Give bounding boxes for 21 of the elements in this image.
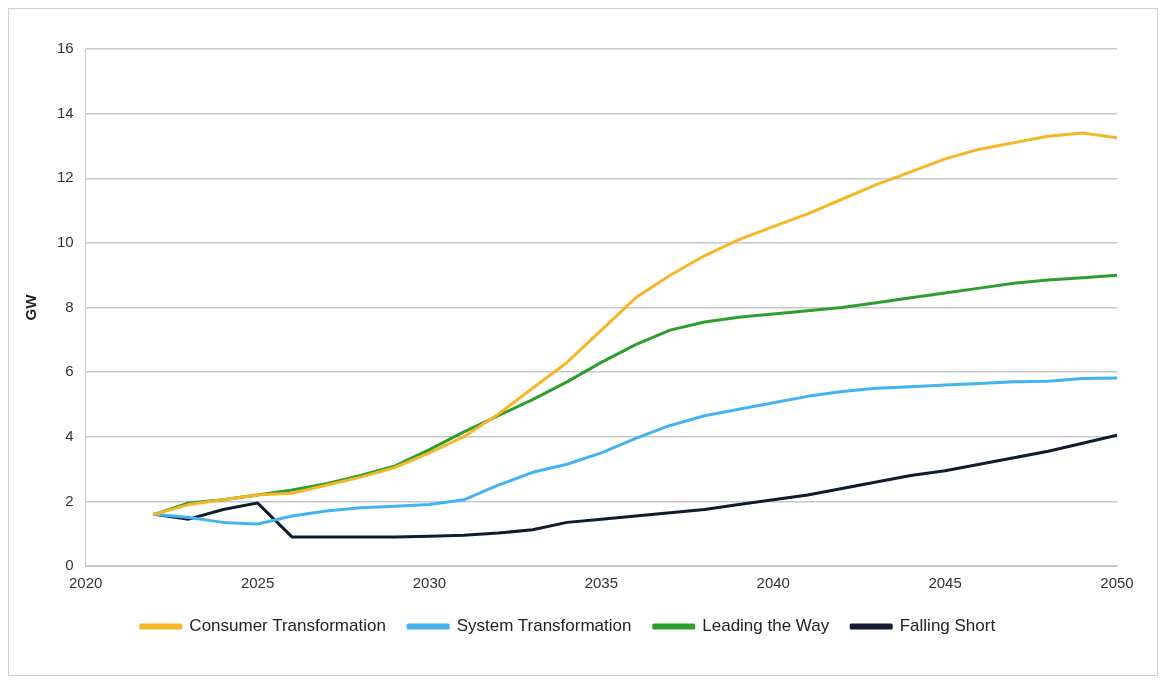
y-tick-label: 6 bbox=[65, 362, 74, 380]
y-tick-label: 8 bbox=[65, 297, 74, 315]
x-tick-label: 2035 bbox=[584, 574, 619, 592]
y-tick-label: 0 bbox=[65, 556, 74, 574]
x-tick-label: 2050 bbox=[1100, 574, 1134, 592]
legend-label: Falling Short bbox=[899, 616, 996, 636]
y-axis-title: GW bbox=[22, 293, 40, 321]
x-tick-label: 2020 bbox=[69, 574, 103, 592]
x-tick-label: 2045 bbox=[928, 574, 962, 592]
y-tick-label: 14 bbox=[57, 103, 74, 121]
legend-label: Consumer Transformation bbox=[189, 616, 386, 636]
y-tick-label: 4 bbox=[65, 426, 74, 444]
x-tick-label: 2040 bbox=[756, 574, 790, 592]
x-tick-label: 2030 bbox=[412, 574, 447, 592]
legend-label: Leading the Way bbox=[702, 616, 830, 636]
y-tick-label: 2 bbox=[65, 491, 74, 509]
legend-label: System Transformation bbox=[456, 616, 632, 636]
y-tick-label: 10 bbox=[57, 233, 74, 251]
y-tick-label: 16 bbox=[57, 39, 74, 57]
x-tick-label: 2025 bbox=[240, 574, 275, 592]
y-tick-label: 12 bbox=[57, 168, 74, 186]
